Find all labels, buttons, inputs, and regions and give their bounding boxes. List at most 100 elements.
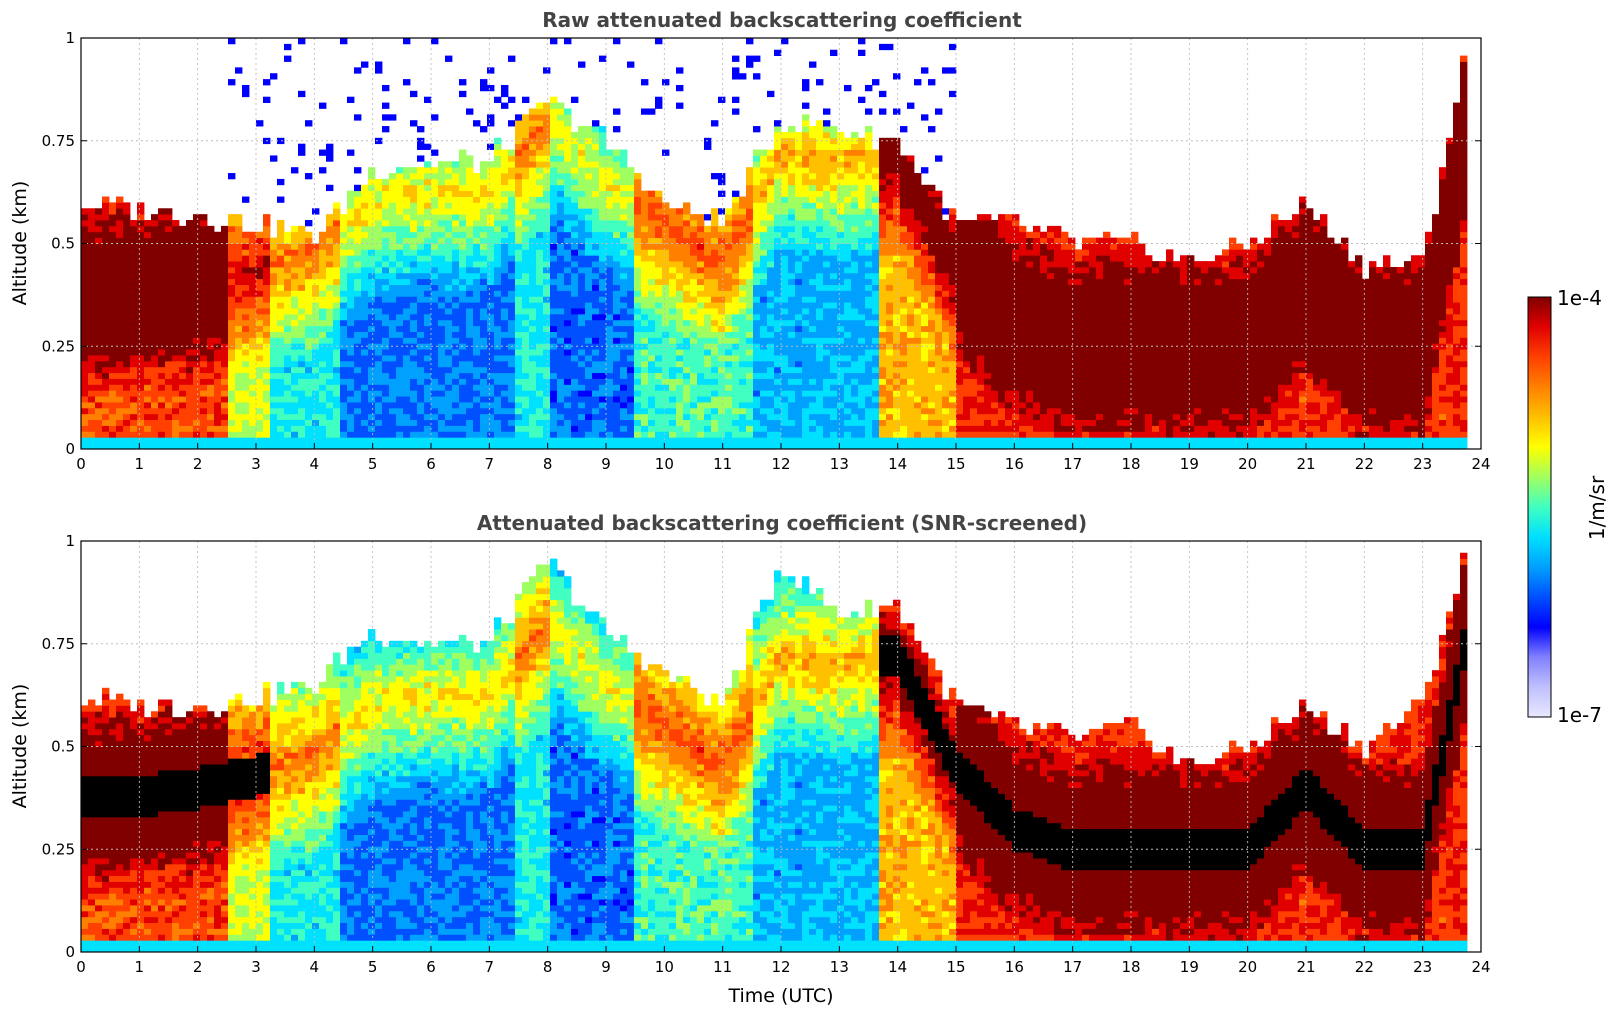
heatmap-cell [88,437,95,443]
heatmap-cell [179,355,186,361]
heatmap-cell [102,332,109,338]
heatmap-cell [354,396,361,402]
heatmap-cell [256,355,263,361]
heatmap-cell [788,384,795,390]
heatmap-cell [711,273,718,279]
heatmap-cell [592,326,599,332]
heatmap-cell [683,326,690,332]
heatmap-cell [382,103,389,109]
heatmap-cell [683,396,690,402]
heatmap-cell [221,261,228,267]
heatmap-cell [228,349,235,355]
heatmap-cell [347,396,354,402]
heatmap-cell [613,414,620,420]
heatmap-cell [340,379,347,385]
heatmap-cell [270,273,277,279]
heatmap-cell [487,390,494,396]
heatmap-cell [599,197,606,203]
heatmap-cell [403,296,410,302]
heatmap-cell [816,155,823,161]
heatmap-cell [774,308,781,314]
heatmap-cell [193,373,200,379]
heatmap-cell [431,249,438,255]
heatmap-cell [368,167,375,173]
heatmap-cell [207,226,214,232]
heatmap-cell [452,173,459,179]
heatmap-cell [200,373,207,379]
heatmap-cell [662,208,669,214]
heatmap-cell [662,226,669,232]
heatmap-cell [445,431,452,437]
heatmap-cell [753,126,760,132]
heatmap-cell [550,238,557,244]
heatmap-cell [690,279,697,285]
heatmap-cell [620,208,627,214]
heatmap-cell [676,249,683,255]
heatmap-cell [774,314,781,320]
heatmap-cell [438,361,445,367]
heatmap-cell [529,349,536,355]
heatmap-cell [445,191,452,197]
heatmap-cell [606,179,613,185]
heatmap-cell [368,296,375,302]
heatmap-cell [732,56,739,62]
heatmap-cell [760,402,767,408]
heatmap-cell [690,332,697,338]
heatmap-cell [291,308,298,314]
heatmap-cell [270,349,277,355]
heatmap-cell [648,197,655,203]
heatmap-cell [760,232,767,238]
heatmap-cell [536,326,543,332]
heatmap-cell [536,126,543,132]
heatmap-cell [613,208,620,214]
heatmap-cell [501,85,508,91]
heatmap-cell [200,308,207,314]
heatmap-cell [634,355,641,361]
heatmap-cell [494,290,501,296]
heatmap-cell [760,255,767,261]
heatmap-cell [256,367,263,373]
heatmap-cell [305,244,312,250]
heatmap-cell [186,308,193,314]
heatmap-cell [116,285,123,291]
heatmap-cell [767,326,774,332]
heatmap-cell [263,349,270,355]
heatmap-cell [557,202,564,208]
heatmap-cell [522,314,529,320]
heatmap-cell [109,390,116,396]
heatmap-cell [683,373,690,379]
heatmap-cell [473,320,480,326]
heatmap-cell [354,167,361,173]
heatmap-cell [291,420,298,426]
heatmap-cell [368,267,375,273]
heatmap-cell [102,267,109,273]
heatmap-cell [522,343,529,349]
heatmap-cell [669,296,676,302]
heatmap-cell [753,332,760,338]
heatmap-cell [347,232,354,238]
heatmap-cell [249,267,256,273]
heatmap-cell [648,314,655,320]
heatmap-cell [529,273,536,279]
heatmap-cell [123,232,130,238]
heatmap-cell [732,402,739,408]
heatmap-cell [613,326,620,332]
heatmap-cell [585,437,592,443]
heatmap-cell [732,73,739,79]
heatmap-cell [634,255,641,261]
heatmap-cell [452,167,459,173]
heatmap-cell [214,279,221,285]
heatmap-cell [641,108,648,114]
heatmap-cell [417,173,424,179]
heatmap-cell [333,437,340,443]
heatmap-cell [102,279,109,285]
heatmap-cell [620,185,627,191]
heatmap-cell [606,308,613,314]
heatmap-cell [746,214,753,220]
heatmap-cell [319,273,326,279]
heatmap-cell [774,296,781,302]
heatmap-cell [452,408,459,414]
heatmap-cell [550,373,557,379]
heatmap-cell [515,390,522,396]
heatmap-cell [487,402,494,408]
